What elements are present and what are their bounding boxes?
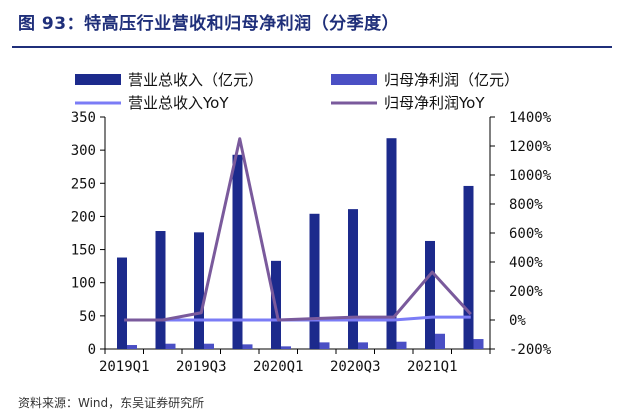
y-left-tick-label: 300 (71, 143, 96, 159)
bar-net-profit (396, 341, 407, 349)
bar-revenue (117, 257, 127, 349)
bar-revenue (194, 232, 204, 349)
bar-revenue (425, 240, 435, 349)
bar-revenue (348, 209, 358, 349)
legend-swatch-revenue (75, 74, 121, 85)
y-left-tick-label: 200 (71, 209, 96, 225)
y-left-tick-label: 250 (71, 176, 96, 192)
x-tick-label: 2019Q3 (176, 359, 227, 375)
x-tick-label: 2020Q1 (253, 359, 304, 375)
y-right-tick-label: 800% (509, 197, 543, 213)
y-left-tick-label: 0 (88, 342, 96, 358)
bar-net-profit (435, 333, 445, 349)
y-right-tick-label: -200% (509, 342, 552, 358)
bar-net-profit (319, 342, 330, 349)
legend-label-net-profit: 归母净利润（亿元） (384, 71, 519, 89)
legend: 营业总收入（亿元） 归母净利润（亿元） 营业总收入YoY 归母净利润YoY (75, 71, 519, 112)
legend-label-profit-yoy: 归母净利润YoY (384, 94, 485, 112)
y-left-tick-label: 100 (71, 276, 96, 292)
bar-revenue (232, 154, 243, 349)
y-left-tick-label: 150 (71, 243, 96, 259)
bar-net-profit (242, 344, 253, 349)
y-right-tick-label: 0% (509, 313, 526, 329)
source-note: 资料来源：Wind，东吴证券研究所 (18, 396, 205, 410)
bar-net-profit (281, 346, 291, 349)
x-tick-label: 2019Q1 (99, 359, 150, 375)
bar-net-profit (358, 342, 368, 349)
y-right-tick-label: 200% (509, 284, 543, 300)
bar-net-profit (165, 343, 176, 349)
bar-net-profit (473, 339, 484, 349)
bar-revenue (463, 185, 474, 349)
lines (124, 137, 472, 322)
title-underline (12, 46, 612, 48)
x-tick-label: 2020Q3 (330, 359, 381, 375)
y-right-tick-label: 1400% (509, 110, 552, 126)
y-right-tick-label: 1000% (509, 168, 552, 184)
figure-title: 图 93：特高压行业营收和归母净利润（分季度） (18, 14, 400, 34)
bar-revenue (155, 231, 166, 349)
axes: 0 50 100 150 200 250 300 350 -200% 0% 200% 400% 600%… (71, 110, 552, 375)
bar-revenue (309, 213, 320, 349)
legend-swatch-net-profit (331, 74, 377, 85)
bar-revenue (386, 138, 397, 349)
legend-label-revenue: 营业总收入（亿元） (128, 71, 263, 89)
y-right-tick-label: 600% (509, 226, 543, 242)
x-tick-label: 2021Q1 (407, 359, 458, 375)
y-left-tick-label: 350 (71, 110, 96, 126)
bar-net-profit (127, 345, 137, 349)
line-profit-yoy (124, 137, 472, 322)
y-right-tick-label: 1200% (509, 139, 552, 155)
bar-net-profit (204, 343, 214, 349)
y-right-tick-label: 400% (509, 255, 543, 271)
y-left-tick-label: 50 (79, 309, 96, 325)
legend-label-revenue-yoy: 营业总收入YoY (128, 94, 229, 112)
